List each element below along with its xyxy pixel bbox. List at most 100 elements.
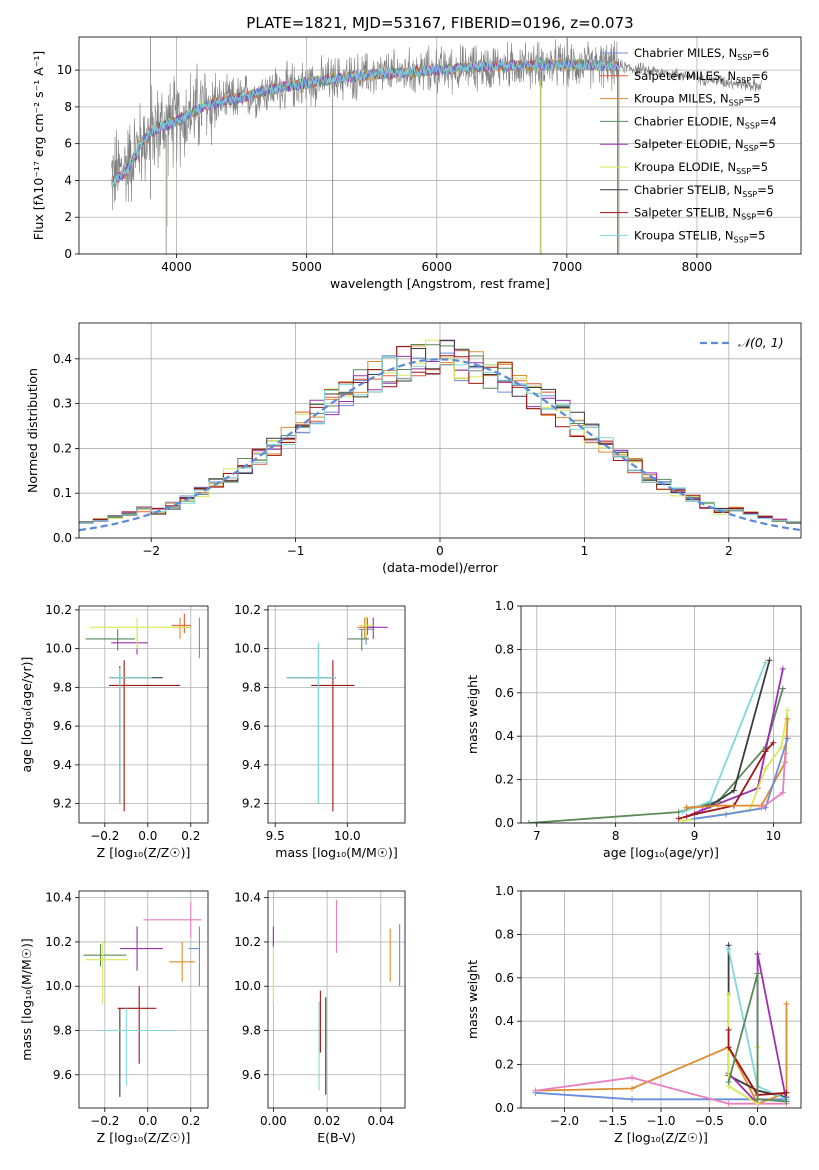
plot-area-spectrum bbox=[79, 37, 801, 254]
legend-text: Chabrier ELODIE, N bbox=[634, 114, 745, 128]
y-tick-label: 0.2 bbox=[53, 441, 72, 455]
x-tick-label: 0.2 bbox=[181, 829, 200, 843]
panel-mass_vs_ebv: 0.00 0.02 0.04 9.6 9.8 10.0 10.2 10.4 E(B-V) bbox=[234, 890, 406, 1145]
series-point bbox=[762, 765, 769, 772]
y-tick-label: 10.2 bbox=[45, 603, 72, 617]
x-tick-label: 6000 bbox=[421, 260, 452, 274]
y-tick-label: 0.4 bbox=[53, 352, 72, 366]
y-tick-label: 0.0 bbox=[53, 531, 72, 545]
x-axis-label: Z [log₁₀(Z/Z☉)] bbox=[614, 1130, 708, 1145]
series-line-chab_miles bbox=[694, 738, 789, 820]
y-tick-label: 9.2 bbox=[53, 797, 72, 811]
legend-label: Chabrier MILES, NSSP=6 bbox=[634, 46, 769, 62]
x-tick-label: −1 bbox=[287, 544, 305, 558]
histogram-krou_stelib bbox=[79, 356, 801, 526]
legend-val: =5 bbox=[749, 228, 766, 242]
x-tick-label: 7000 bbox=[552, 260, 583, 274]
legend-sub: SSP bbox=[734, 235, 749, 244]
y-tick-label: 0.8 bbox=[495, 927, 514, 941]
legend-val: =5 bbox=[751, 160, 768, 174]
series-point bbox=[725, 1078, 732, 1085]
x-tick-label: 8 bbox=[612, 829, 620, 843]
series-point bbox=[725, 1026, 732, 1033]
y-tick-label: 0.3 bbox=[53, 397, 72, 411]
series-point bbox=[783, 1000, 790, 1007]
y-tick-label: 10.0 bbox=[45, 642, 72, 656]
y-tick-label: 10.0 bbox=[45, 979, 72, 993]
series-point bbox=[683, 804, 690, 811]
y-axis-label: mass weight bbox=[465, 675, 480, 754]
y-tick-label: 10.0 bbox=[234, 979, 261, 993]
series-point bbox=[754, 1096, 761, 1103]
x-axis-label: Z [log₁₀(Z/Z☉)] bbox=[97, 1130, 191, 1145]
legend-sub: SSP bbox=[742, 190, 757, 199]
axes-frame bbox=[78, 890, 209, 1109]
panel-residuals: −2 −1 0 1 2 0.0 0.1 0.2 0.3 0.4 (data-model)/error… bbox=[25, 322, 802, 575]
normal-curve bbox=[79, 358, 801, 532]
x-tick-label: −2 bbox=[142, 544, 160, 558]
series-point bbox=[715, 802, 722, 809]
plot-area-mass_vs_Z bbox=[79, 891, 208, 1108]
x-tick-label: 10.0 bbox=[334, 829, 361, 843]
legend-text: Kroupa MILES, N bbox=[634, 92, 729, 106]
y-tick-label: 0.6 bbox=[495, 686, 514, 700]
series-point bbox=[784, 715, 791, 722]
legend-label: Chabrier ELODIE, NSSP=4 bbox=[634, 114, 777, 130]
y-axis-label: Normed distribution bbox=[25, 368, 40, 493]
y-tick-label: 0.0 bbox=[495, 1101, 514, 1115]
y-tick-label: 0.8 bbox=[495, 642, 514, 656]
x-axis-label: age [log₁₀(age/yr)] bbox=[603, 845, 719, 860]
x-tick-label: 10 bbox=[766, 829, 781, 843]
x-tick-label: −1.5 bbox=[598, 1114, 627, 1128]
series-point bbox=[691, 815, 698, 822]
y-tick-label: 0 bbox=[64, 247, 72, 261]
series-point bbox=[770, 739, 777, 746]
legend-text: Salpeter MILES, N bbox=[634, 69, 736, 83]
plot-area-age_vs_mass bbox=[268, 606, 405, 823]
y-tick-label: 9.6 bbox=[53, 1068, 72, 1082]
series-point bbox=[723, 811, 730, 818]
x-tick-label: 5000 bbox=[291, 260, 322, 274]
legend-val: =6 bbox=[756, 206, 773, 220]
y-tick-label: 10.2 bbox=[234, 603, 261, 617]
x-tick-label: −2.0 bbox=[550, 1114, 579, 1128]
series-point bbox=[725, 992, 732, 999]
series-point bbox=[782, 750, 789, 757]
x-tick-label: −0.5 bbox=[695, 1114, 724, 1128]
y-axis-label: mass weight bbox=[465, 960, 480, 1039]
series-point bbox=[779, 665, 786, 672]
legend-label: Kroupa STELIB, NSSP=5 bbox=[634, 228, 765, 244]
legend-label: Salpeter STELIB, NSSP=6 bbox=[634, 206, 773, 222]
panel-age_vs_Z: −0.2 0.0 0.2 9.2 9.4 9.6 9.8 10.0 10.2 Z [log₁₀(Z… bbox=[19, 603, 209, 860]
series-point bbox=[707, 798, 714, 805]
x-tick-label: 0.00 bbox=[260, 1114, 287, 1128]
y-tick-label: 9.6 bbox=[242, 719, 261, 733]
y-tick-label: 9.4 bbox=[53, 758, 72, 772]
y-tick-label: 9.2 bbox=[242, 797, 261, 811]
series-point bbox=[754, 950, 761, 957]
series-point bbox=[725, 946, 732, 953]
x-tick-label: 0.2 bbox=[181, 1114, 200, 1128]
legend-sub: SSP bbox=[745, 121, 760, 130]
y-tick-label: 10 bbox=[57, 63, 72, 77]
series-point bbox=[779, 789, 786, 796]
legend-label: Kroupa ELODIE, NSSP=5 bbox=[634, 160, 768, 176]
x-axis-label: mass [log₁₀(M/M☉)] bbox=[275, 845, 397, 860]
axes-frame bbox=[78, 605, 209, 824]
y-tick-label: 9.6 bbox=[242, 1068, 261, 1082]
y-tick-label: 10.0 bbox=[234, 642, 261, 656]
x-tick-label: −1.0 bbox=[646, 1114, 675, 1128]
y-tick-label: 4 bbox=[64, 173, 72, 187]
series-point bbox=[762, 659, 769, 666]
axes-frame bbox=[520, 890, 802, 1109]
series-point bbox=[675, 815, 682, 822]
series-point bbox=[779, 685, 786, 692]
x-tick-label: 8000 bbox=[682, 260, 713, 274]
legend-val: =5 bbox=[744, 92, 761, 106]
panel-age_vs_mass: 9.5 10.0 9.2 9.4 9.6 9.8 10.0 10.2 mass [log₁₀(M… bbox=[234, 603, 406, 860]
x-tick-label: 9.5 bbox=[266, 829, 285, 843]
panel-mw_vs_Z: −2.0 −1.5 −1.0 −0.5 0.0 0.0 0.2 0.4 0.6 0.8 1.0 Z [… bbox=[465, 884, 802, 1145]
x-tick-label: 0.0 bbox=[138, 829, 157, 843]
y-tick-label: 0.6 bbox=[495, 971, 514, 985]
